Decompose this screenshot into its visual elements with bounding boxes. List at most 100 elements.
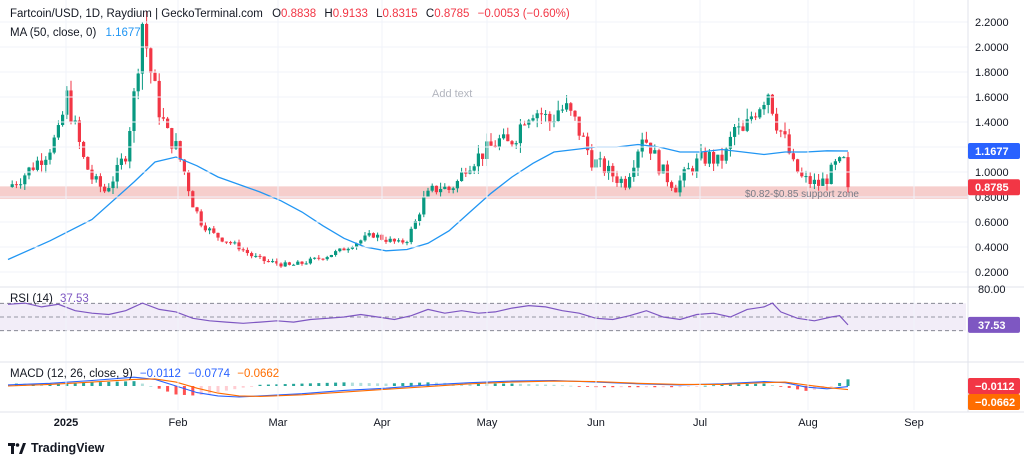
macd-histogram-bar (98, 382, 102, 386)
macd-histogram-bar (518, 383, 522, 386)
candle-body (90, 169, 94, 180)
candle-body (216, 232, 220, 238)
candle-body (707, 152, 711, 164)
candle-body (783, 131, 787, 135)
macd-histogram-bar (712, 385, 716, 387)
candle-body (703, 151, 707, 164)
macd-histogram-bar (367, 383, 371, 386)
macd-histogram-bar (334, 382, 338, 386)
candle-body (502, 134, 506, 139)
rsi-legend[interactable]: RSI (14) 37.53 (10, 292, 89, 306)
candle-body (371, 233, 375, 238)
candle-body (199, 211, 203, 226)
ma-legend[interactable]: MA (50, close, 0) 1.1677 (10, 26, 141, 40)
axes: 2.20002.00001.80001.60001.40001.20001.00… (0, 0, 1024, 429)
ma-price-badge-text: 1.1677 (975, 146, 1009, 158)
candle-body (170, 128, 174, 149)
candle-body (476, 153, 480, 167)
candle-body (241, 249, 245, 251)
candle-body (124, 158, 128, 162)
support-zone-label: $0.82-$0.85 support zone (745, 189, 859, 200)
macd-legend[interactable]: MACD (12, 26, close, 9) −0.0112 −0.0774 … (10, 367, 279, 381)
add-text-placeholder[interactable]: Add text (432, 88, 473, 100)
macd-histogram-bar (787, 386, 791, 388)
macd-histogram-bar (107, 381, 111, 386)
macd-histogram-bar (73, 382, 77, 386)
candle-body (174, 141, 178, 149)
candle-body (77, 120, 81, 142)
candle-body (115, 164, 119, 182)
macd-histogram-bar (376, 383, 380, 386)
macd-histogram-bar (224, 386, 228, 391)
macd-histogram-bar (720, 384, 724, 386)
candle-body (439, 189, 443, 193)
candle-body (334, 251, 338, 255)
candle-body (40, 160, 44, 165)
candle-body (182, 159, 186, 173)
candle-body (455, 181, 459, 189)
candle-body (766, 94, 770, 105)
macd-histogram-bar (686, 386, 690, 387)
candle-body (224, 241, 228, 243)
macd-label: MACD (12, 26, close, 9) (10, 368, 133, 380)
macd-histogram-bar (199, 386, 203, 395)
macd-histogram-bar (703, 385, 707, 387)
signal-line (7, 378, 849, 397)
symbol-legend[interactable]: Fartcoin/USD, 1D, Raydium | GeckoTermina… (10, 7, 570, 21)
candle-body (447, 186, 451, 190)
candle-body (829, 164, 833, 185)
candle-body (770, 94, 774, 114)
rsi-pane[interactable] (0, 302, 966, 332)
candle-body (27, 167, 31, 176)
candle-body (728, 136, 732, 149)
candle-body (611, 165, 615, 177)
macd-histogram-bar (611, 386, 615, 388)
macd-histogram-bar (359, 382, 363, 386)
candle-body (413, 221, 417, 229)
candle-body (678, 180, 682, 193)
candle-body (98, 176, 102, 187)
candle-body (145, 23, 149, 49)
macd-histogram-bar (384, 383, 388, 386)
candle-body (737, 126, 741, 128)
candle-body (317, 257, 321, 259)
tradingview-logo[interactable]: TradingView (8, 441, 104, 455)
brand-name: TradingView (31, 441, 105, 455)
candle-body (111, 181, 115, 189)
signal-badge-text: −0.0662 (975, 397, 1015, 409)
price-pane[interactable] (0, 10, 968, 268)
macd-histogram-bar (115, 381, 119, 386)
low-value: 0.8315 (382, 8, 418, 20)
macd-histogram-bar (476, 383, 480, 386)
candle-body (481, 153, 485, 159)
macd-histogram-bar (804, 386, 808, 391)
candle-body (292, 264, 296, 266)
candle-body (283, 262, 287, 267)
candle-body (397, 240, 401, 242)
candle-body (195, 207, 199, 212)
macd-histogram-bar (678, 386, 682, 388)
candle-body (350, 247, 354, 249)
candle-body (779, 130, 783, 132)
candle-body (153, 72, 157, 81)
candle-body (103, 186, 107, 192)
candle-body (451, 188, 455, 190)
macd-histogram-bar (426, 382, 430, 386)
candle-body (35, 160, 39, 170)
candle-body (430, 185, 434, 191)
candle-body (304, 263, 308, 265)
open-label: O (272, 8, 282, 20)
candle-body (401, 240, 405, 243)
macd-histogram-bar (644, 386, 648, 388)
candle-body (615, 176, 619, 183)
candle-body (527, 120, 531, 125)
ma-value: 1.1677 (105, 27, 141, 39)
candle-body (23, 175, 27, 185)
candle-body (191, 191, 195, 208)
candle-body (409, 228, 413, 243)
rsi-badge (968, 316, 1020, 333)
macd-pane[interactable] (7, 376, 850, 398)
candle-body (287, 262, 291, 265)
candle-body (602, 158, 606, 174)
